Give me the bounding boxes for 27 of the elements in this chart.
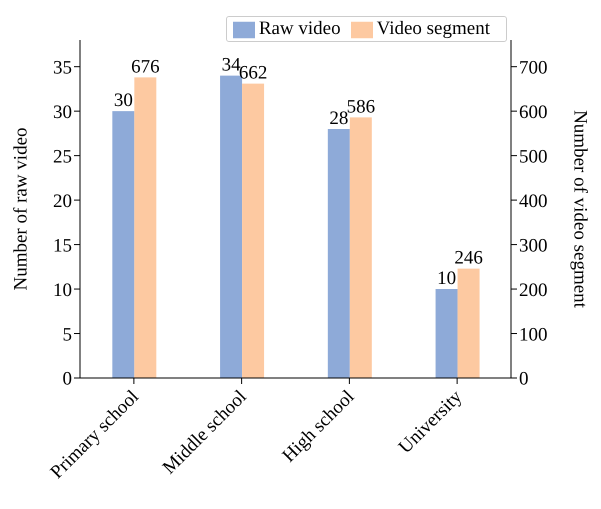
y-tick-label: 30 xyxy=(53,102,72,123)
data-label: 246 xyxy=(454,248,483,269)
y2-tick-label: 100 xyxy=(519,324,548,346)
y2-tick-label: 300 xyxy=(519,235,548,256)
y-tick-label: 25 xyxy=(53,146,72,168)
data-label: 676 xyxy=(131,56,160,78)
y2-tick-label: 700 xyxy=(519,57,548,78)
y2-tick-label: 500 xyxy=(519,146,548,168)
legend-label: Video segment xyxy=(376,18,490,39)
y-tick-label: 0 xyxy=(62,368,72,390)
y-tick-label: 10 xyxy=(53,280,72,301)
data-label: 28 xyxy=(329,108,348,129)
y-tick-label: 15 xyxy=(53,235,72,256)
data-label: 662 xyxy=(238,62,268,84)
y2-axis-title: Number of video segment xyxy=(569,110,590,309)
y-tick-label: 20 xyxy=(53,190,72,212)
y2-tick-label: 200 xyxy=(519,280,548,301)
data-label: 10 xyxy=(437,268,456,290)
y2-tick-label: 600 xyxy=(519,102,548,123)
y-tick-label: 5 xyxy=(62,324,72,346)
legend-label: Raw video xyxy=(258,18,341,39)
data-label: 30 xyxy=(114,90,133,112)
y-axis-title: Number of raw video xyxy=(10,127,32,291)
y2-tick-label: 0 xyxy=(519,368,528,390)
y2-tick-label: 400 xyxy=(519,190,548,212)
y-tick-label: 35 xyxy=(53,57,72,78)
data-label: 586 xyxy=(346,96,376,118)
